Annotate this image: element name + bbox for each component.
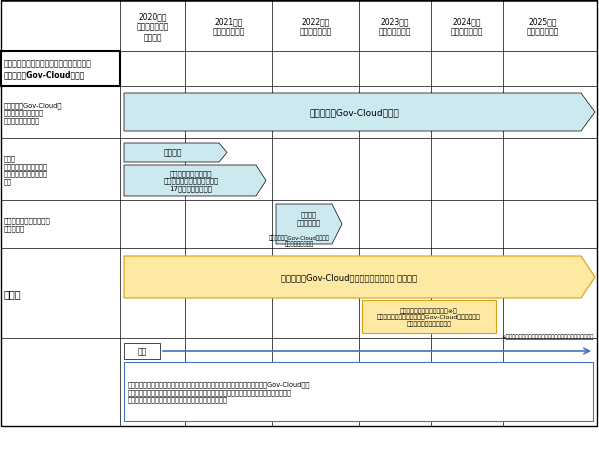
Text: 2023年度
（令和５年度）: 2023年度 （令和５年度） — [379, 17, 411, 37]
Bar — [1, 52, 120, 87]
Text: 2021年度
（令和３年度）: 2021年度 （令和３年度） — [212, 17, 244, 37]
Text: 法案提出: 法案提出 — [164, 148, 181, 157]
Text: 住民に関する事務処理の基盤となる基幹系情報システムについて、「（仮称）Gov-Cloud」へ
の移行のために必要となる準備経費（現行システム分析調査、移行計画策: 住民に関する事務処理の基盤となる基幹系情報システムについて、「（仮称）Gov-C… — [128, 381, 310, 403]
Polygon shape — [276, 205, 342, 245]
Text: 「（仮称）Gov-Cloud」利用地方公共団体 順次拡大: 「（仮称）Gov-Cloud」利用地方公共団体 順次拡大 — [282, 273, 418, 282]
Bar — [362, 300, 496, 333]
Bar — [124, 362, 593, 421]
Text: 2025年度
（令和７年度）: 2025年度 （令和７年度） — [527, 17, 559, 37]
Polygon shape — [124, 144, 227, 163]
Text: 補助: 補助 — [137, 347, 147, 356]
Text: 標準化
（共通要件、機能要件の
基準）【内閣官房、各府
省】: 標準化 （共通要件、機能要件の 基準）【内閣官房、各府 省】 — [4, 155, 48, 184]
Text: 2020年度
（令和２年度）
１〜３月: 2020年度 （令和２年度） １〜３月 — [137, 12, 169, 42]
Text: 2024年度
（令和６年度）: 2024年度 （令和６年度） — [451, 17, 483, 37]
Text: 自治体の情報システムの標準化・共通化・
「（仮称）Gov-Cloud」活用: 自治体の情報システムの標準化・共通化・ 「（仮称）Gov-Cloud」活用 — [4, 60, 92, 79]
Text: 標準準拠システムへの移行（※）
【地方公共団体は「（仮称）Gov-Cloud」を活用し、
標準準拠システムを利用）: 標準準拠システムへの移行（※） 【地方公共団体は「（仮称）Gov-Cloud」を… — [377, 307, 481, 326]
Polygon shape — [124, 94, 595, 132]
Text: 自治体: 自治体 — [4, 288, 22, 298]
Text: 仕様策定・仕様の調整
（データ要件・連携要件等、
17業務の機能要件）: 仕様策定・仕様の調整 （データ要件・連携要件等、 17業務の機能要件） — [164, 170, 219, 191]
Text: ※取組においては地方公共団体の意見を丁寧に聴いて進める。: ※取組においては地方公共団体の意見を丁寧に聴いて進める。 — [501, 334, 594, 339]
Text: 「（仮称）Gov-Cloud」
の提供（地方公共団体
関係）【内閣官房】: 「（仮称）Gov-Cloud」 の提供（地方公共団体 関係）【内閣官房】 — [4, 102, 62, 124]
Text: 2022年度
（令和４年度）: 2022年度 （令和４年度） — [300, 17, 332, 37]
Bar — [1, 1, 597, 426]
Polygon shape — [124, 166, 266, 197]
Bar — [124, 343, 160, 359]
Text: 「（仮称）Gov-Cloud」提供: 「（仮称）Gov-Cloud」提供 — [310, 108, 400, 117]
Text: （「（仮称）Gov-Cloud」上での
サービス提供前提）: （「（仮称）Gov-Cloud」上での サービス提供前提） — [268, 235, 329, 247]
Text: 標準準拠システムの開発
【事業者】: 標準準拠システムの開発 【事業者】 — [4, 218, 51, 232]
Text: 標準準拠
システム開発: 標準準拠 システム開発 — [297, 211, 321, 226]
Polygon shape — [124, 257, 595, 298]
